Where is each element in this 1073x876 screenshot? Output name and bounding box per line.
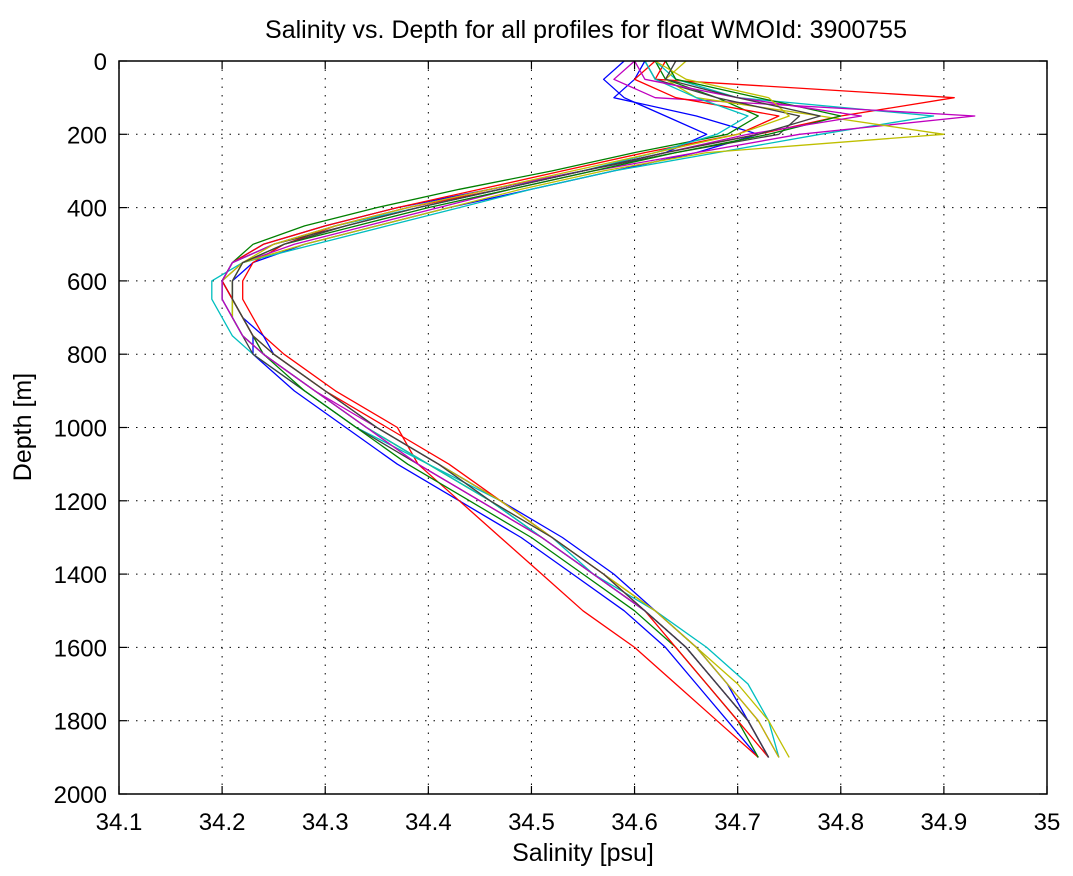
chart-title: Salinity vs. Depth for all profiles for … <box>265 16 907 44</box>
y-tick-label: 0 <box>94 49 107 76</box>
y-tick-label: 200 <box>67 122 107 149</box>
salinity-profile-line <box>221 60 780 758</box>
x-axis-tick-labels: 34.1 34.2 34.3 34.4 34.5 34.6 34.7 34.8 34.9 35 <box>96 809 1061 836</box>
x-tick-label: 34.7 <box>714 809 761 836</box>
x-axis-label: Salinity [psu] <box>512 839 654 867</box>
salinity-profile-line <box>221 60 770 758</box>
y-tick-label: 2000 <box>54 782 107 809</box>
y-tick-label: 1400 <box>54 562 107 589</box>
salinity-profile-line <box>231 60 842 758</box>
x-tick-label: 34.3 <box>302 809 349 836</box>
y-axis-tick-labels: 0 200 400 600 800 1000 1200 1400 1600 1800 2000 <box>54 49 107 809</box>
y-axis-label: Depth [m] <box>9 373 37 481</box>
y-tick-label: 1600 <box>54 635 107 662</box>
salinity-profile-line <box>221 60 770 758</box>
y-tick-label: 1000 <box>54 416 107 443</box>
profile-lines <box>211 60 976 758</box>
salinity-profile-line <box>231 60 790 758</box>
y-tick-label: 400 <box>67 196 107 223</box>
x-tick-label: 35 <box>1034 809 1061 836</box>
x-tick-label: 34.4 <box>405 809 452 836</box>
y-tick-label: 800 <box>67 342 107 369</box>
x-tick-label: 34.9 <box>921 809 968 836</box>
x-tick-label: 34.2 <box>199 809 246 836</box>
salinity-profile-line <box>231 60 821 758</box>
grid-lines <box>119 61 1047 794</box>
y-tick-label: 600 <box>67 269 107 296</box>
axis-ticks <box>118 60 1048 795</box>
salinity-profile-line <box>221 60 770 758</box>
y-tick-label: 1200 <box>54 489 107 516</box>
y-tick-label: 1800 <box>54 709 107 736</box>
x-tick-label: 34.5 <box>508 809 555 836</box>
salinity-profile-line <box>231 60 759 758</box>
x-tick-label: 34.6 <box>611 809 658 836</box>
x-tick-label: 34.8 <box>817 809 864 836</box>
x-tick-label: 34.1 <box>96 809 143 836</box>
salinity-profile-line <box>221 60 863 758</box>
